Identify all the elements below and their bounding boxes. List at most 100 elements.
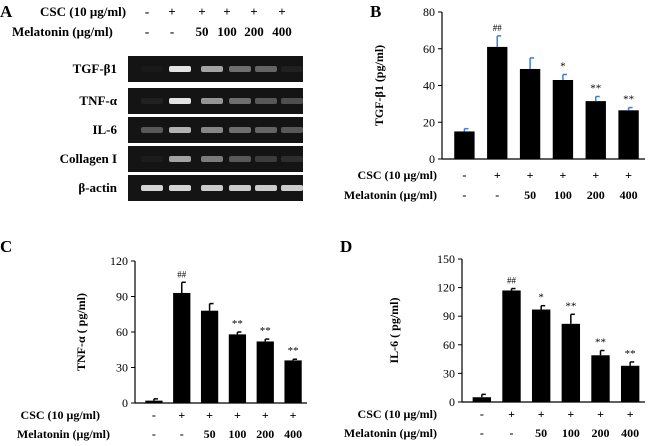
csc-sign: +: [206, 408, 213, 422]
gel-band: [229, 98, 251, 104]
csc-label: CSC (10 μg/ml): [21, 408, 100, 422]
csc-sign: -: [152, 408, 156, 422]
y-tick-label: 120: [110, 254, 128, 268]
panel-label-b: B: [370, 2, 381, 21]
bar: [256, 341, 274, 403]
y-axis-label: IL-6 ( pg/ml): [387, 297, 401, 363]
csc-sign: +: [625, 168, 632, 182]
gel-band: [255, 185, 277, 191]
y-tick-label: 90: [116, 290, 128, 304]
gel-band: [281, 156, 303, 162]
chart-il-6: 0 30 60 90 120 150 IL-6 ( pg/ml) - - ## + - * +50 ** +1…: [344, 252, 645, 440]
gel-csc-sign: +: [198, 4, 205, 19]
bar: [519, 68, 541, 159]
gel-band: [141, 127, 163, 133]
gel-csc-sign: +: [250, 4, 257, 19]
y-tick-label: 20: [423, 115, 435, 129]
y-tick-label: 150: [437, 252, 455, 266]
y-tick-label: 0: [429, 152, 435, 166]
y-tick-label: 60: [423, 42, 435, 56]
csc-sign: +: [567, 407, 574, 421]
y-tick-label: 30: [116, 361, 128, 375]
gel-band: [229, 66, 251, 72]
gel-band: [169, 66, 191, 72]
gel-csc-sign: +: [278, 4, 285, 19]
csc-label: CSC (10 μg/ml): [358, 407, 437, 421]
melatonin-dose: 100: [562, 426, 580, 440]
melatonin-dose: -: [495, 188, 499, 202]
bar: [591, 355, 610, 402]
melatonin-dose: -: [462, 188, 466, 202]
gel-panel: CSC (10 μg/ml) Melatonin (μg/ml) - + + + + + - - 5…: [12, 4, 303, 201]
bar: [618, 110, 639, 159]
y-tick-label: 90: [443, 309, 455, 323]
gel-csc-sign: -: [145, 4, 149, 19]
gel-melatonin-dose: 200: [244, 24, 264, 39]
gel-band: [281, 98, 303, 104]
bar: [585, 101, 606, 159]
gel-csc-sign: +: [168, 4, 175, 19]
melatonin-label: Melatonin (μg/ml): [344, 188, 437, 202]
gel-band: [229, 156, 251, 162]
melatonin-dose: -: [180, 427, 184, 441]
gel-band: [141, 185, 163, 191]
gel-band: [229, 127, 251, 133]
gel-row-label: IL-6: [92, 122, 117, 137]
gel-band: [281, 66, 303, 72]
significance-mark: **: [565, 300, 576, 312]
panel-label-d: D: [340, 237, 352, 256]
gel-row-label: β-actin: [78, 180, 117, 195]
melatonin-dose: 400: [621, 426, 639, 440]
y-tick-label: 80: [423, 5, 435, 19]
bar: [472, 397, 492, 402]
gel-melatonin-dose: 50: [196, 24, 209, 39]
melatonin-dose: 100: [228, 427, 246, 441]
melatonin-dose: 50: [524, 188, 536, 202]
bar: [531, 309, 551, 402]
y-tick-label: 30: [443, 366, 455, 380]
gel-band: [201, 66, 223, 72]
csc-sign: +: [494, 168, 501, 182]
y-tick-label: 40: [423, 79, 435, 93]
panel-label-a: A: [0, 2, 13, 21]
csc-sign: -: [480, 407, 484, 421]
significance-mark: *: [538, 292, 544, 304]
gel-band: [141, 156, 163, 162]
significance-mark: *: [560, 60, 566, 72]
significance-mark: **: [260, 325, 271, 337]
gel-band: [281, 127, 303, 133]
gel-band: [255, 98, 277, 104]
chart-tgf-beta1: 0 20 40 60 80 TGF-β1 (pg/ml) - - ## + - +50 * +100 ** +…: [344, 5, 645, 202]
gel-band: [141, 98, 163, 104]
significance-mark: **: [625, 348, 636, 360]
melatonin-dose: 50: [204, 427, 216, 441]
gel-row-label: Collagen I: [60, 151, 117, 166]
gel-row-label: TNF-α: [79, 93, 117, 108]
bar: [228, 334, 247, 403]
gel-band: [169, 185, 191, 191]
bar: [561, 323, 581, 402]
csc-sign: +: [559, 168, 566, 182]
csc-sign: +: [527, 168, 534, 182]
y-tick-label: 60: [116, 325, 128, 339]
significance-mark: **: [623, 94, 634, 106]
gel-melatonin-dose: 400: [272, 24, 292, 39]
gel-csc-sign: +: [223, 4, 230, 19]
melatonin-dose: -: [480, 426, 484, 440]
gel-band: [201, 156, 223, 162]
gel-csc-label: CSC (10 μg/ml): [40, 4, 126, 19]
csc-label: CSC (10 μg/ml): [358, 168, 437, 182]
gel-band: [255, 66, 277, 72]
melatonin-dose: 50: [535, 426, 547, 440]
gel-band: [201, 185, 223, 191]
melatonin-dose: 100: [554, 188, 572, 202]
significance-mark: ##: [493, 23, 503, 33]
y-tick-label: 120: [437, 281, 455, 295]
bar: [284, 360, 302, 403]
csc-sign: +: [627, 407, 634, 421]
chart-tnf-alpha: 0 30 60 90 120 TNF-α ( pg/ml) - - ## + - +50 ** +100 *…: [17, 254, 307, 441]
csc-sign: +: [290, 408, 297, 422]
gel-band: [141, 66, 163, 72]
csc-sign: +: [597, 407, 604, 421]
